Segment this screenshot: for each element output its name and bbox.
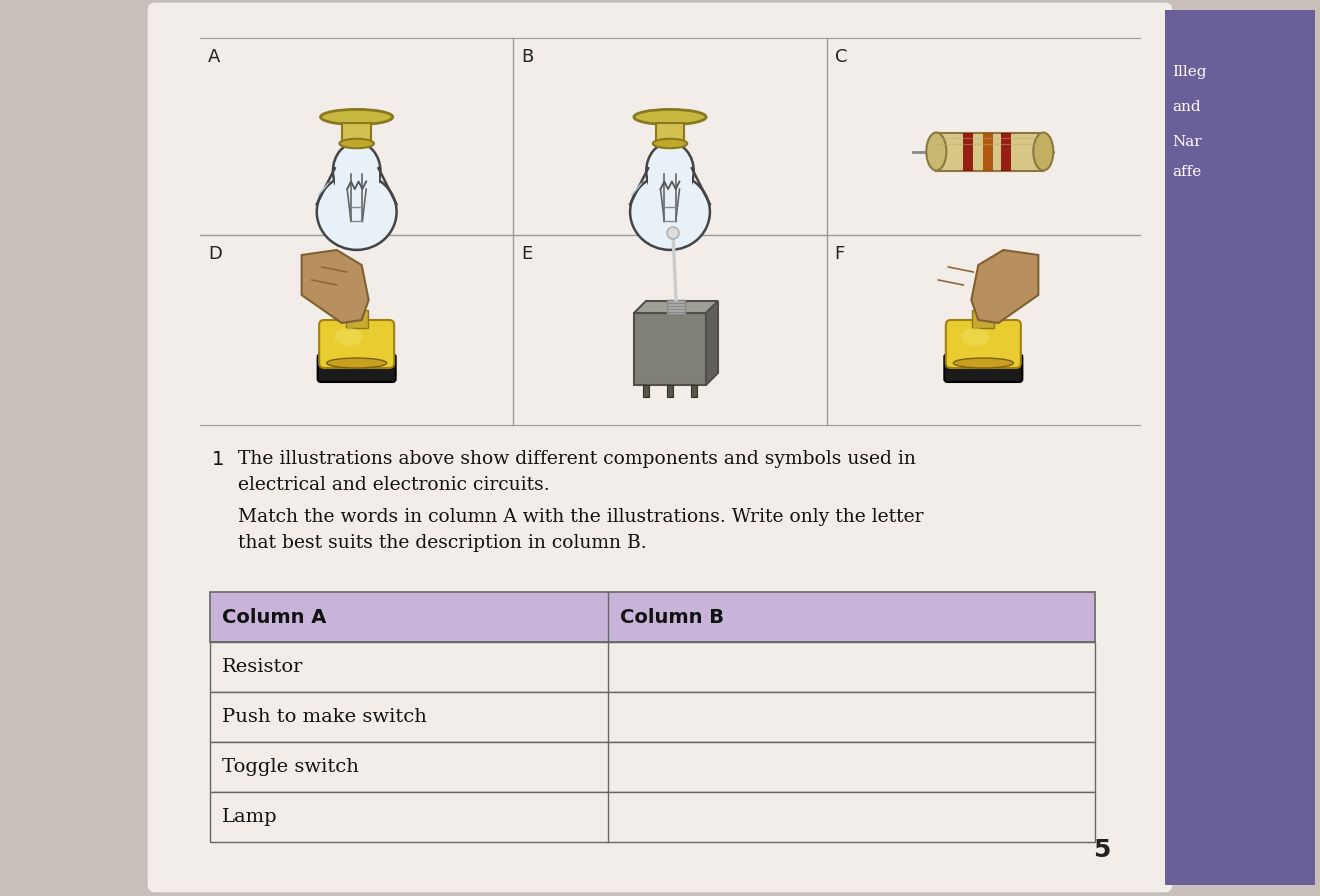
Polygon shape [972,250,1039,323]
Bar [342,123,371,143]
Bar [973,310,994,328]
Ellipse shape [1034,133,1053,170]
Text: 1: 1 [213,450,224,469]
FancyBboxPatch shape [946,320,1020,368]
Text: that best suits the description in column B.: that best suits the description in colum… [238,534,647,552]
Text: Column B: Column B [620,607,725,626]
Text: Nar: Nar [1172,135,1201,149]
Text: electrical and electronic circuits.: electrical and electronic circuits. [238,476,549,494]
Bar [982,133,993,170]
Bar [210,742,1096,792]
Bar [667,385,673,397]
Bar [210,792,1096,842]
FancyBboxPatch shape [319,320,395,368]
Ellipse shape [326,358,387,368]
Text: Lamp: Lamp [222,808,277,826]
Circle shape [667,227,678,239]
Polygon shape [302,250,368,323]
Polygon shape [634,301,718,313]
Ellipse shape [321,109,393,125]
Ellipse shape [927,133,946,170]
Text: Push to make switch: Push to make switch [222,708,426,726]
Ellipse shape [333,142,380,200]
FancyBboxPatch shape [318,354,396,382]
Ellipse shape [961,328,989,346]
FancyBboxPatch shape [944,354,1022,382]
Bar [964,133,973,170]
Ellipse shape [335,328,363,346]
Text: C: C [834,48,847,66]
Bar [210,692,1096,742]
FancyBboxPatch shape [147,2,1173,893]
Ellipse shape [953,358,1014,368]
Ellipse shape [630,174,710,250]
Text: E: E [521,245,532,263]
Text: affe: affe [1172,165,1201,179]
Bar [648,168,692,214]
Bar [210,642,1096,692]
Polygon shape [706,301,718,385]
Bar [1166,10,1315,885]
Text: Resistor: Resistor [222,658,304,676]
Bar [936,133,1043,170]
Text: Toggle switch: Toggle switch [222,758,359,776]
Ellipse shape [647,142,694,200]
Bar [346,310,368,328]
Text: F: F [834,245,845,263]
Text: D: D [209,245,222,263]
Bar [634,313,706,385]
Bar [210,592,1096,642]
Ellipse shape [653,139,688,148]
Bar [1001,133,1011,170]
Text: Column A: Column A [222,607,326,626]
Text: B: B [521,48,533,66]
Text: The illustrations above show different components and symbols used in: The illustrations above show different c… [238,450,916,468]
Text: and: and [1172,100,1201,114]
Ellipse shape [634,109,706,125]
Bar [667,300,685,314]
Bar [335,168,379,214]
Ellipse shape [339,139,374,148]
Bar [643,385,649,397]
Ellipse shape [317,174,396,250]
Bar [690,385,697,397]
Text: 5: 5 [1093,838,1110,862]
Text: A: A [209,48,220,66]
Text: Match the words in column A with the illustrations. Write only the letter: Match the words in column A with the ill… [238,508,924,526]
Bar [656,123,684,143]
Text: Illeg: Illeg [1172,65,1206,79]
